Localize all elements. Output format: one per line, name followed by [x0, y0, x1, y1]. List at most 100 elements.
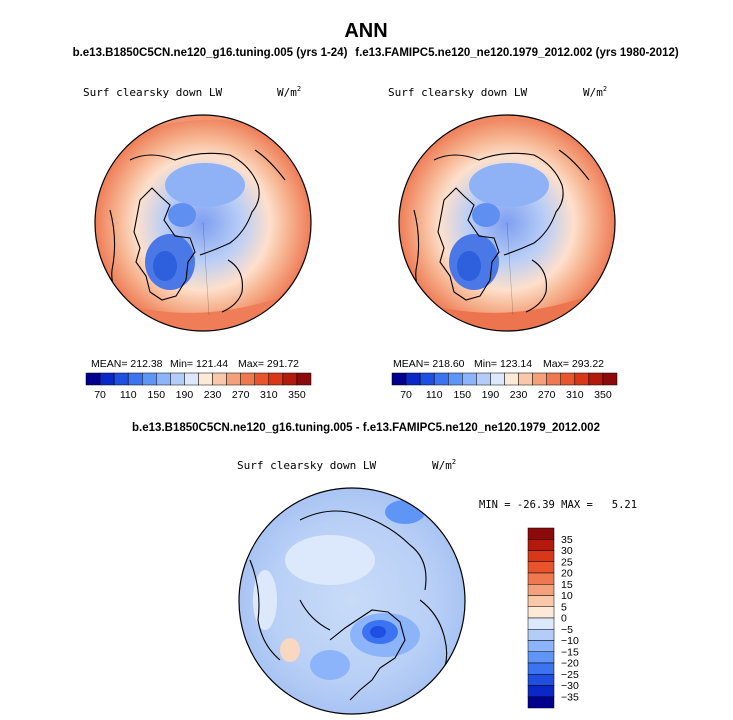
panel1-colorbar-tick-label: 350	[288, 389, 306, 401]
panel1-max: Max= 291.72	[238, 358, 299, 370]
panel1-colorbar-box	[156, 372, 171, 386]
panel3-colorbar-box	[527, 539, 555, 551]
panel3-colorbar-box	[527, 572, 555, 585]
panel3-colorbar-tick-label: −35	[561, 691, 579, 703]
panel3-colorbar-tick-label: 10	[561, 590, 573, 602]
panel2-colorbar-box	[546, 372, 561, 386]
panel2-colorbar-box	[462, 372, 477, 386]
panel1-colorbar-tick-label: 310	[260, 389, 278, 401]
panel1-colorbar-box	[268, 372, 284, 386]
panel1-variable: Surf clearsky down LW	[83, 86, 222, 99]
panel2-colorbar-tick-label: 110	[426, 389, 443, 401]
panel3-colorbar-tick-label: 5	[561, 601, 567, 613]
panel1-colorbar-tick-label: 190	[176, 389, 194, 401]
panel2-colorbar-box	[405, 372, 421, 386]
panel2-colorbar-box	[490, 372, 505, 386]
panel-case1: Surf clearsky down LW W/m2 MEAN= 212.38 …	[83, 85, 312, 401]
panel2-colorbar-tick-label: 350	[594, 389, 612, 401]
panel1-colorbar-box	[296, 372, 312, 386]
figure-title: ANN	[344, 20, 387, 42]
panel3-colorbar-box	[527, 674, 555, 686]
panel1-units: W/m2	[277, 85, 301, 99]
panel3-colorbar-tick-label: 25	[561, 556, 573, 568]
panel1-colorbar-box	[198, 372, 213, 386]
panel2-colorbar-box	[391, 372, 407, 386]
panel3-colorbar-box	[527, 550, 555, 562]
panel2-colorbar-box	[532, 372, 547, 386]
panel3-colorbar-tick-label: 20	[561, 568, 573, 580]
panel1-colorbar-box	[282, 372, 298, 386]
panel1-colorbar: 70 110 150 190 230 270 310 350	[85, 372, 312, 401]
diff-label: b.e13.B1850C5CN.ne120_g16.tuning.005 - f…	[132, 422, 600, 434]
panel3-colorbar-box	[527, 617, 555, 630]
panel1-colorbar-box	[99, 372, 115, 386]
panel2-mean: MEAN= 218.60	[393, 358, 465, 370]
panel2-min: Min= 123.14	[474, 358, 532, 370]
panel3-colorbar-tick-label: −10	[561, 635, 579, 647]
case1-label: b.e13.B1850C5CN.ne120_g16.tuning.005 (yr…	[73, 47, 348, 59]
panel2-colorbar-box	[448, 372, 463, 386]
panel2-units: W/m2	[583, 85, 607, 99]
panel2-colorbar-box	[588, 372, 604, 386]
panel2-colorbar-box	[518, 372, 533, 386]
panel2-colorbar: 70 110 150 190 230 270 310 350	[391, 372, 618, 401]
panel1-colorbar-box	[240, 372, 255, 386]
panel2-colorbar-box	[574, 372, 590, 386]
panel2-colorbar-tick-label: 70	[400, 389, 412, 401]
panel1-colorbar-box	[85, 372, 101, 386]
panel1-colorbar-box	[254, 372, 270, 386]
panel2-max: Max= 293.22	[543, 358, 604, 370]
panel1-colorbar-box	[142, 372, 157, 386]
panel1-colorbar-tick-label: 270	[232, 389, 250, 401]
panel3-colorbar-tick-label: −30	[561, 680, 579, 692]
panel1-colorbar-box	[170, 372, 185, 386]
panel1-colorbar-box	[113, 372, 129, 386]
panel3-colorbar-tick-label: 15	[561, 579, 573, 591]
panel3-colorbar-tick-label: −5	[561, 624, 573, 636]
panel1-min: Min= 121.44	[170, 358, 228, 370]
panel2-colorbar-box	[476, 372, 491, 386]
panel3-variable: Surf clearsky down LW	[237, 459, 376, 472]
panel3-colorbar-tick-label: 35	[561, 534, 573, 546]
panel3-map	[238, 487, 466, 715]
panel3-colorbar-box	[527, 696, 555, 709]
panel2-colorbar-tick-label: 230	[510, 389, 528, 401]
panel2-colorbar-box	[419, 372, 435, 386]
panel2-colorbar-tick-label: 190	[482, 389, 500, 401]
panel2-map	[398, 114, 616, 332]
panel1-colorbar-box	[226, 372, 241, 386]
panel3-colorbar-box	[527, 685, 555, 697]
panel1-map	[94, 114, 312, 332]
panel1-colorbar-tick-label: 230	[204, 389, 222, 401]
panel2-colorbar-box	[433, 372, 449, 386]
panel2-colorbar-tick-label: 310	[566, 389, 584, 401]
panel3-colorbar-box	[527, 561, 555, 574]
panel-case2: Surf clearsky down LW W/m2 MEAN= 218.60 …	[388, 85, 618, 401]
panel3-colorbar-box	[527, 651, 555, 664]
panel3-colorbar-box	[527, 640, 555, 652]
panel3-colorbar-tick-label: 0	[561, 613, 567, 625]
panel3-colorbar-box	[527, 527, 555, 540]
panel3-colorbar-tick-label: −20	[561, 658, 579, 670]
panel3-units: W/m2	[432, 458, 456, 472]
panel3-colorbar-box	[527, 584, 555, 596]
panel2-colorbar-tick-label: 270	[538, 389, 556, 401]
panel1-colorbar-box	[212, 372, 227, 386]
panel1-mean: MEAN= 212.38	[91, 358, 163, 370]
panel3-colorbar-box	[527, 595, 555, 607]
panel2-colorbar-tick-label: 150	[454, 389, 472, 401]
panel2-colorbar-box	[560, 372, 576, 386]
panel3-colorbar-tick-label: −25	[561, 669, 579, 681]
panel3-colorbar-tick-label: −15	[561, 646, 579, 658]
panel3-colorbar-tick-label: 30	[561, 545, 573, 557]
panel1-colorbar-box	[184, 372, 199, 386]
panel1-colorbar-tick-label: 150	[148, 389, 166, 401]
panel3-colorbar-box	[527, 662, 555, 675]
panel3-colorbar-box	[527, 629, 555, 641]
panel1-colorbar-tick-label: 70	[94, 389, 106, 401]
panel2-variable: Surf clearsky down LW	[388, 86, 527, 99]
panel3-minmax: MIN = -26.39 MAX = 5.21	[479, 499, 637, 511]
panel2-colorbar-box	[602, 372, 618, 386]
